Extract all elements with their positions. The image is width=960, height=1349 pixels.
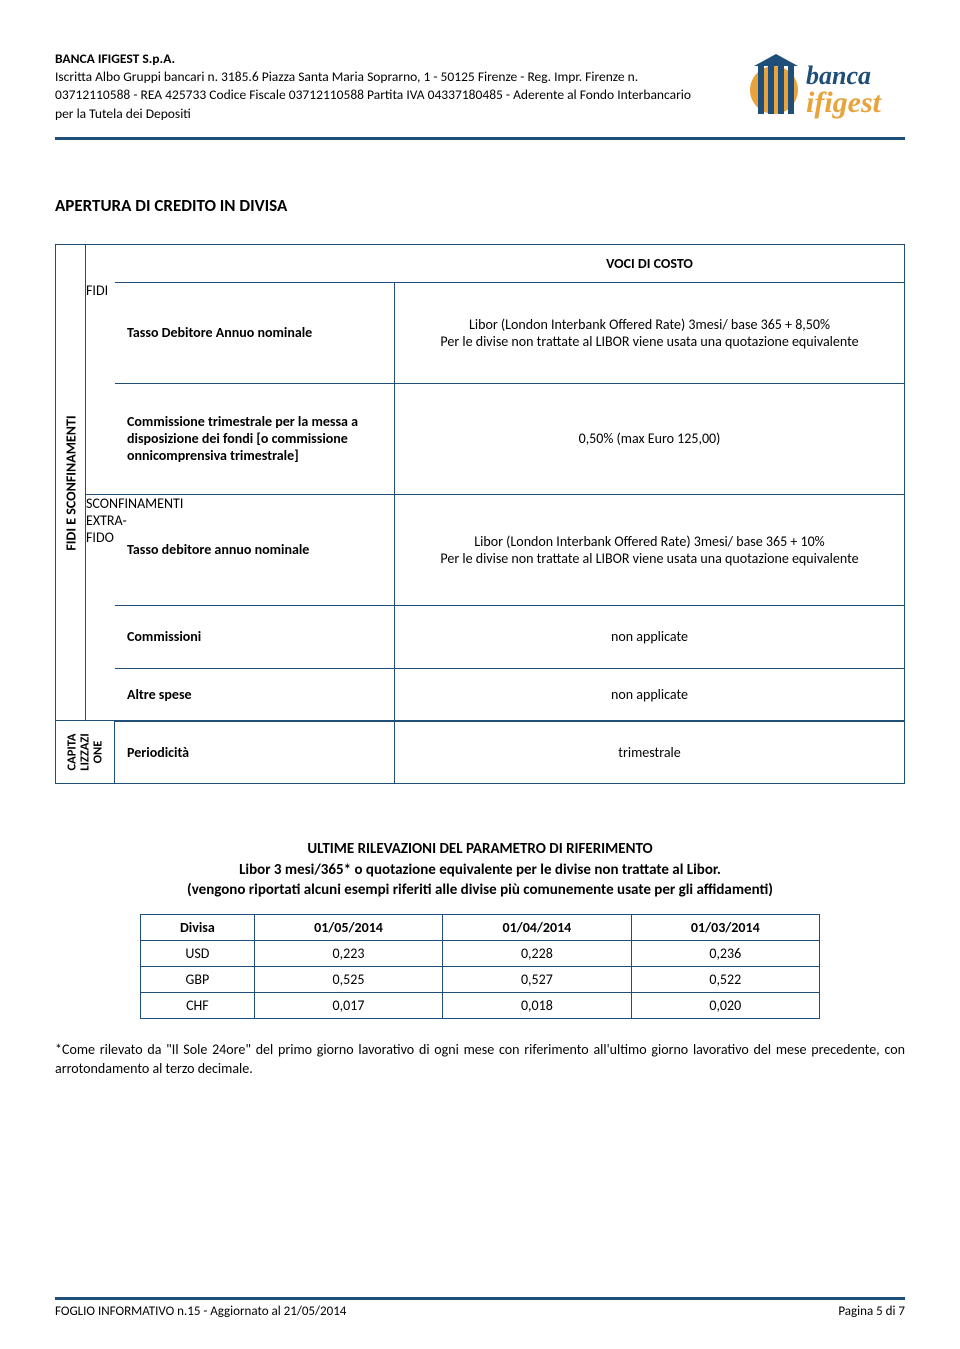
row4-label: Commissioni [115,606,395,668]
company-details: Iscritta Albo Gruppi bancari n. 3185.6 P… [55,68,695,123]
rates-table: Divisa 01/05/2014 01/04/2014 01/03/2014 … [140,914,820,1019]
footer-left: FOGLIO INFORMATIVO n.15 - Aggiornato al … [55,1304,346,1319]
footer-right: Pagina 5 di 7 [838,1304,905,1319]
row6-value: trimestrale [395,721,904,783]
capitalization-row: CAPITALIZZAZIONE Periodicità trimestrale [55,720,905,784]
row2-value: 0,50% (max Euro 125,00) [395,384,904,494]
row3-value: Libor (London Interbank Offered Rate) 3m… [395,495,904,605]
rates-subtitle: ULTIME RILEVAZIONI DEL PARAMETRO DI RIFE… [55,839,905,900]
section-title: APERTURA DI CREDITO IN DIVISA [55,195,905,216]
table-row: CHF 0,017 0,018 0,020 [141,993,820,1019]
rates-col-0: Divisa [141,915,255,941]
row6-label: Periodicità [115,721,395,783]
row4-value: non applicate [395,606,904,668]
table-row: USD 0,223 0,228 0,236 [141,941,820,967]
footer-divider [55,1297,905,1300]
row5-label: Altre spese [115,669,395,721]
row1-label: Tasso Debitore Annuo nominale [115,283,395,383]
outer-category-label: FIDI E SCONFINAMENTI [55,244,85,722]
extrafido-label: SCONFINAMENTI EXTRA-FIDO [85,494,115,722]
company-name: BANCA IFIGEST S.p.A. [55,50,695,68]
row5-value: non applicate [395,669,904,721]
rates-col-2: 01/04/2014 [443,915,631,941]
row1-value: Libor (London Interbank Offered Rate) 3m… [395,283,904,383]
svg-text:ifigest: ifigest [806,86,883,119]
bank-logo: banca ifigest [750,50,905,132]
main-table: FIDI E SCONFINAMENTI VOCI DI COSTO FIDI … [55,244,905,722]
row2-label: Commissione trimestrale per la messa a d… [115,384,395,494]
rates-col-1: 01/05/2014 [254,915,442,941]
header-divider [55,137,905,140]
fidi-label: FIDI [85,282,115,494]
rates-col-3: 01/03/2014 [631,915,819,941]
table-row: GBP 0,525 0,527 0,522 [141,967,820,993]
footnote: *Come rilevato da "Il Sole 24ore" del pr… [55,1041,905,1079]
voci-header: VOCI DI COSTO [395,245,904,282]
